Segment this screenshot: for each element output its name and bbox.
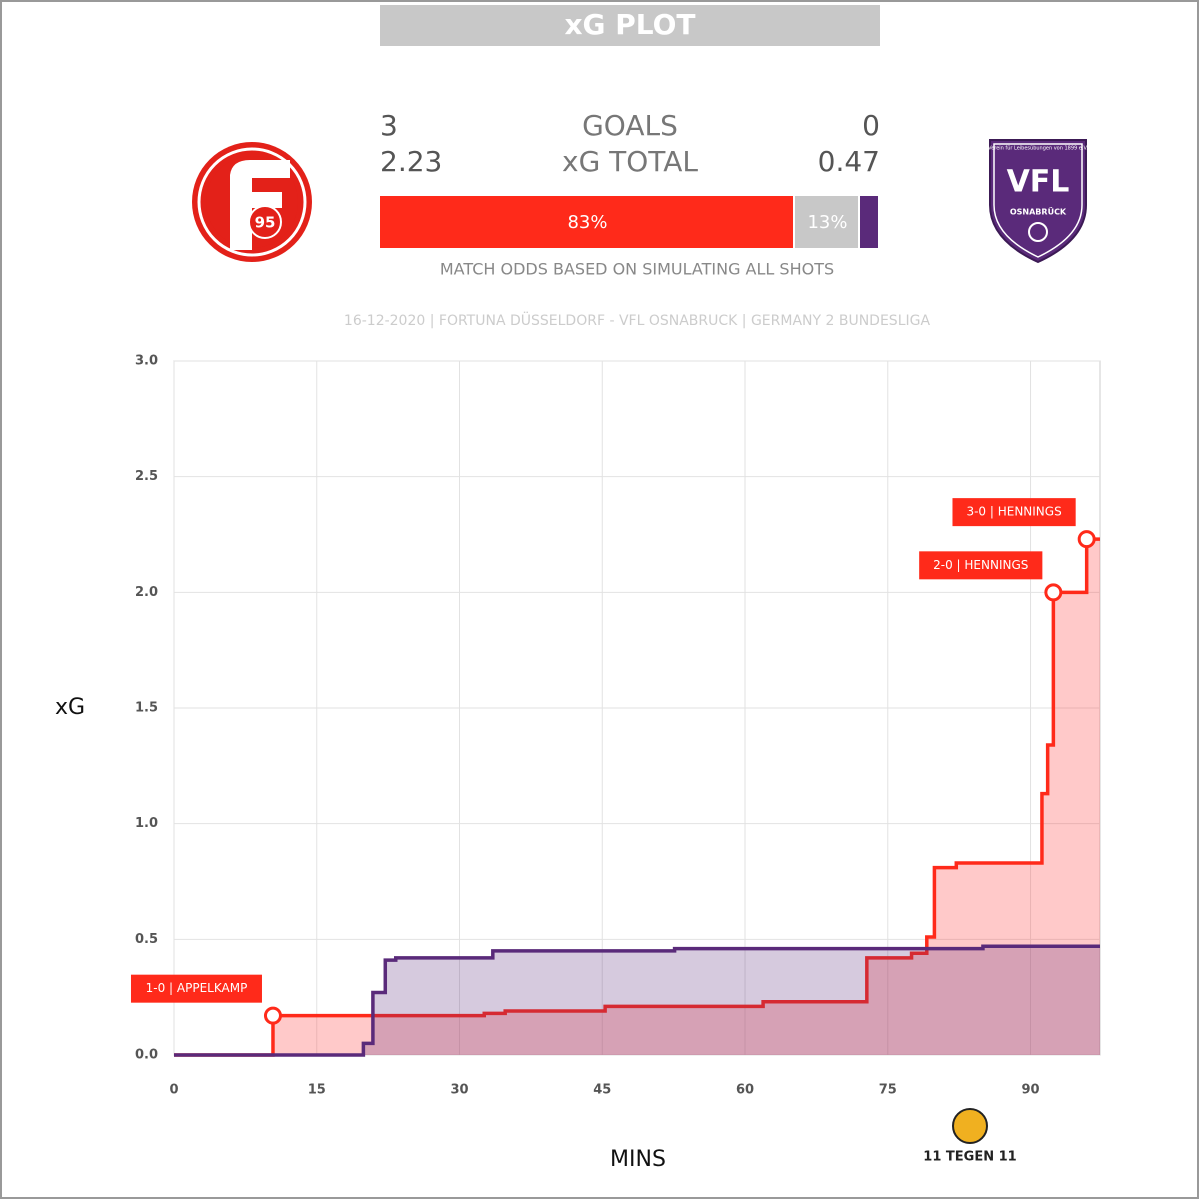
odds-label: 83% (567, 212, 607, 233)
odds-label: 13% (807, 212, 847, 233)
annotation-label: 2-0 | HENNINGS (933, 558, 1028, 572)
xg-label: xG TOTAL (562, 145, 698, 178)
x-tick-label: 15 (308, 1083, 326, 1098)
x-axis-label: MINS (610, 1147, 666, 1172)
away-logo-sub: OSNABRÜCK (1010, 207, 1067, 217)
title: xG PLOT (564, 8, 695, 41)
goal-marker (1077, 530, 1096, 549)
home-xg: 2.23 (380, 145, 442, 178)
area (174, 539, 1100, 1055)
goal-marker (263, 1006, 282, 1025)
odds-note: MATCH ODDS BASED ON SIMULATING ALL SHOTS (440, 260, 834, 279)
home-goals: 3 (380, 109, 398, 142)
brand-text: 11 TEGEN 11 (923, 1150, 1016, 1165)
odds-segment (860, 196, 878, 248)
x-tick-label: 60 (736, 1083, 754, 1098)
odds-segment (795, 196, 858, 248)
annotation-label: 1-0 | APPELKAMP (146, 981, 248, 995)
goals-label: GOALS (582, 109, 678, 142)
home-logo-text: 95 (255, 214, 276, 232)
annotation-box (952, 498, 1076, 527)
brand-logo: 11 TEGEN 11 (923, 1108, 1017, 1165)
title-bar (380, 5, 880, 46)
odds-bar: 83% 13% (380, 196, 878, 248)
away-goals: 0 (862, 109, 880, 142)
x-tick-label: 90 (1021, 1083, 1039, 1098)
y-tick-label: 1.0 (135, 816, 158, 831)
away-logo-motto: Verein für Leibesübungen von 1899 e.V. (988, 146, 1088, 152)
y-axis-label: xG (55, 695, 85, 720)
y-tick-label: 0.5 (135, 932, 158, 947)
home-logo: 95 (192, 142, 312, 262)
y-tick-label: 2.0 (135, 585, 158, 600)
away-xg: 0.47 (818, 145, 880, 178)
odds-segment (380, 196, 793, 248)
area (174, 946, 1100, 1055)
x-tick-label: 30 (450, 1083, 468, 1098)
annotation-label: 3-0 | HENNINGS (966, 505, 1061, 519)
plot: 0.0 0.5 1.0 1.5 2.0 2.5 3.0 0 15 30 45 60 75 90 1-0 | … (130, 354, 1101, 1098)
match-info: 16-12-2020 | FORTUNA DÜSSELDORF - VFL OS… (344, 311, 931, 329)
y-tick-label: 3.0 (135, 354, 158, 369)
x-tick-label: 75 (879, 1083, 897, 1098)
y-tick-label: 1.5 (135, 701, 158, 716)
x-tick-label: 45 (593, 1083, 611, 1098)
annotation-box (919, 551, 1043, 580)
line (174, 537, 1100, 1057)
line (174, 944, 1100, 1057)
annotation-box (130, 974, 262, 1003)
away-logo: Verein für Leibesübungen von 1899 e.V. V… (988, 139, 1088, 264)
y-tick-label: 0.0 (135, 1048, 158, 1063)
x-tick-label: 0 (169, 1083, 178, 1098)
goal-marker (1044, 583, 1063, 602)
y-tick-label: 2.5 (135, 469, 158, 484)
away-logo-text: VFL (1007, 165, 1070, 200)
